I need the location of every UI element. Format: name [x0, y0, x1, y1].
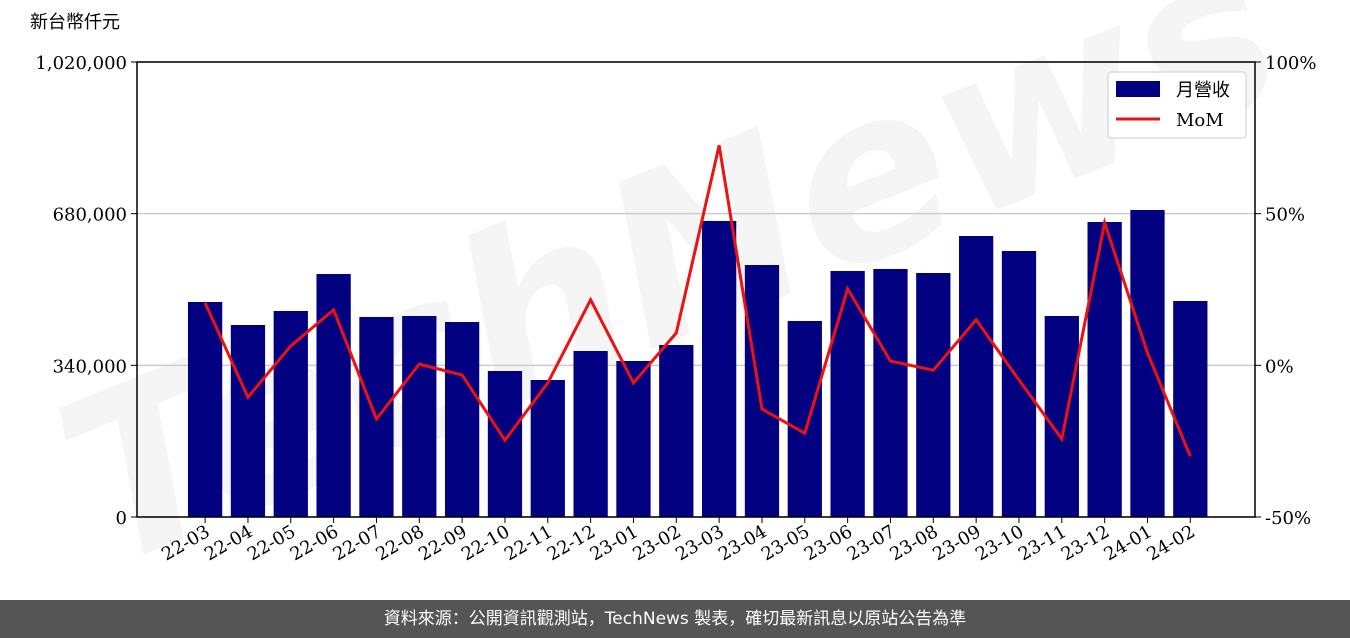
- bar: [316, 274, 351, 517]
- x-tick-label: 23-04: [715, 521, 770, 565]
- chart: 新台幣仟元 TechNews0340,000680,0001,020,000-5…: [30, 12, 1317, 566]
- x-tick-label: 23-10: [972, 521, 1027, 565]
- y2-tick-label: 100%: [1265, 53, 1316, 74]
- bar: [187, 301, 223, 517]
- bar: [1173, 301, 1208, 517]
- legend-label: 月營收: [1176, 80, 1230, 101]
- x-tick-label: 24-02: [1143, 521, 1198, 565]
- x-tick-label: 24-01: [1101, 521, 1156, 565]
- footer: 資料來源：公開資訊觀測站，TechNews 製表，確切最新訊息以原站公告為準: [0, 600, 1350, 638]
- bar: [744, 265, 780, 517]
- y2-tick-label: -50%: [1265, 508, 1311, 529]
- bar: [959, 236, 994, 517]
- bar: [830, 270, 865, 517]
- y-tick-label: 1,020,000: [35, 53, 127, 74]
- y-axis-unit: 新台幣仟元: [30, 12, 120, 33]
- x-tick-label: 22-10: [458, 521, 513, 565]
- bar: [1044, 315, 1079, 517]
- x-tick-label: 23-08: [886, 521, 941, 565]
- x-tick-label: 23-09: [929, 521, 984, 565]
- bar: [701, 220, 737, 517]
- bar: [230, 325, 266, 517]
- x-tick-label: 22-08: [372, 521, 427, 565]
- bar: [616, 361, 651, 517]
- x-tick-label: 23-01: [587, 521, 642, 565]
- legend-label: MoM: [1176, 110, 1224, 131]
- bar: [787, 320, 822, 517]
- bar: [916, 272, 951, 517]
- y2-tick-label: 0%: [1265, 356, 1294, 377]
- bar: [1087, 222, 1122, 517]
- x-tick-label: 23-12: [1058, 521, 1113, 565]
- bar: [444, 322, 480, 517]
- line: [203, 145, 1192, 457]
- x-tick-label: 23-11: [1015, 521, 1070, 565]
- bar: [487, 370, 523, 517]
- y-tick-label: 0: [116, 508, 127, 529]
- y-tick-label: 340,000: [53, 356, 127, 377]
- bar: [530, 380, 565, 517]
- x-tick-label: 23-05: [758, 521, 813, 565]
- x-tick-label: 22-09: [415, 521, 470, 565]
- x-tick-label: 22-11: [501, 521, 556, 565]
- bar: [573, 351, 608, 517]
- bar: [659, 344, 694, 517]
- y-tick-label: 680,000: [53, 205, 127, 226]
- y2-tick-label: 50%: [1265, 205, 1305, 226]
- x-tick-label: 23-06: [801, 521, 856, 565]
- plot-frame: [136, 61, 1256, 518]
- x-tick-label: 22-12: [544, 521, 599, 565]
- x-tick-label: 23-07: [844, 521, 899, 565]
- bar: [873, 268, 908, 517]
- bar: [1130, 210, 1165, 517]
- x-tick-label: 23-03: [672, 521, 727, 565]
- legend-swatch: [1116, 81, 1160, 97]
- bar: [402, 315, 437, 517]
- bar: [273, 311, 308, 517]
- x-tick-label: 23-02: [629, 521, 684, 565]
- bar: [1001, 251, 1037, 518]
